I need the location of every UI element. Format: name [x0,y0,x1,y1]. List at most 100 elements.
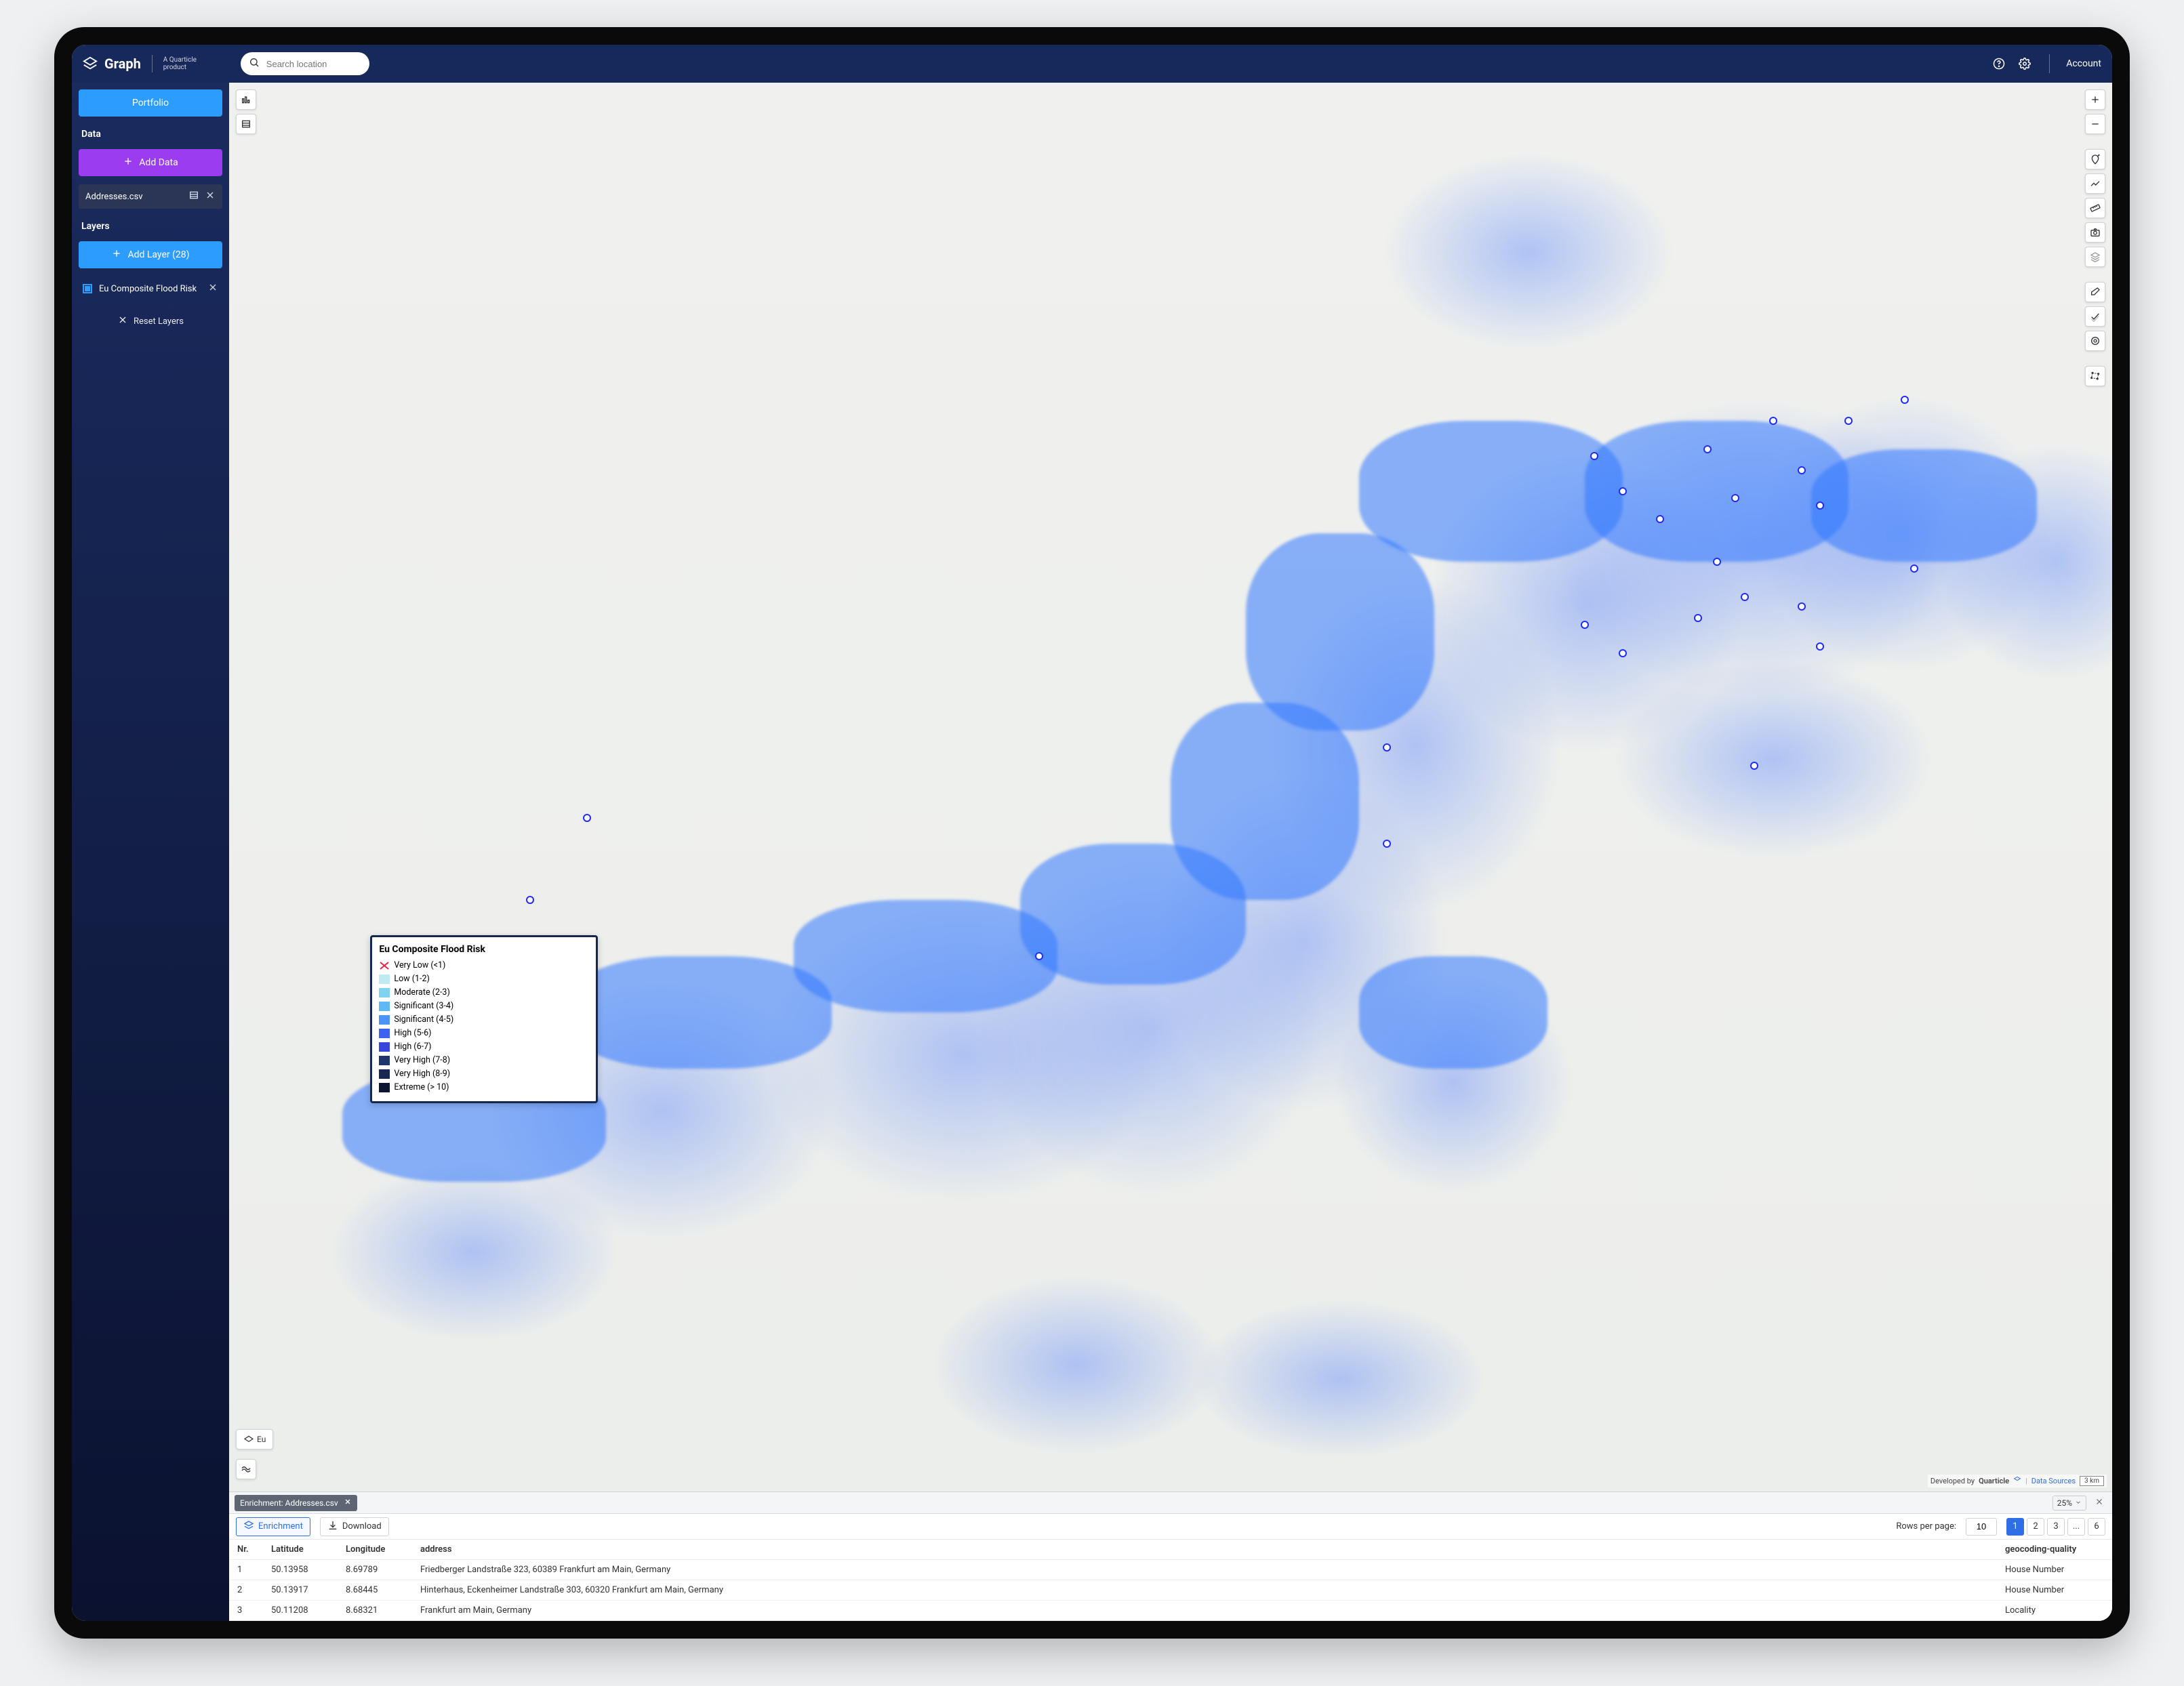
table-cell: 50.13958 [263,1560,338,1580]
data-file-chip[interactable]: Addresses.csv [79,184,222,209]
locate-button[interactable] [2085,149,2105,169]
download-button[interactable]: Download [320,1517,389,1536]
flood-overlay [1359,956,1548,1069]
layer-row[interactable]: Eu Composite Flood Risk [79,276,222,301]
layer-checkbox[interactable] [83,284,92,293]
reset-layers-button[interactable]: Reset Layers [79,309,222,333]
legend-swatch [379,1029,390,1038]
map-marker[interactable] [583,814,591,822]
map-chart-button[interactable] [236,89,256,110]
map-table-button[interactable] [236,114,256,134]
map-right-toolbar [2085,89,2105,386]
polygon-button[interactable] [2085,366,2105,386]
add-layer-label: Add Layer (28) [127,249,189,260]
rows-per-page-input[interactable] [1966,1518,1997,1536]
add-data-button[interactable]: Add Data [79,149,222,176]
map-marker[interactable] [1741,593,1749,601]
legend-swatch [379,1002,390,1011]
map-marker[interactable] [1383,840,1391,848]
add-layer-button[interactable]: Add Layer (28) [79,241,222,268]
map-marker[interactable] [1798,602,1806,611]
map-marker[interactable] [1901,396,1909,404]
map-marker[interactable] [1656,515,1664,523]
map-marker[interactable] [1816,501,1824,510]
legend-label: Moderate (2-3) [394,986,449,1000]
map-marker[interactable] [1713,558,1721,566]
table-cell: 8.69789 [338,1560,412,1580]
map-marker[interactable] [526,896,534,904]
eraser-button[interactable] [2085,282,2105,302]
map-marker[interactable] [1816,642,1824,651]
map-marker[interactable] [1769,417,1777,425]
map-layer-chip[interactable]: Eu [236,1429,273,1449]
legend-item: High (6-7) [379,1040,588,1054]
table-cell: Frankfurt am Main, Germany [412,1601,1997,1621]
map-marker[interactable] [1910,564,1918,573]
line-tool-button[interactable] [2085,173,2105,194]
zoom-in-button[interactable] [2085,89,2105,110]
plus-icon [111,248,122,262]
map-marker[interactable] [1694,614,1702,622]
close-icon[interactable] [205,190,216,203]
check-button[interactable] [2085,306,2105,327]
column-header[interactable]: Latitude [263,1540,338,1560]
map-marker[interactable] [1750,762,1758,770]
snapshot-button[interactable] [2085,222,2105,243]
table-cell: 3 [229,1601,263,1621]
flood-overlay [1548,618,2000,900]
table-row[interactable]: 250.139178.68445Hinterhaus, Eckenheimer … [229,1580,2112,1601]
page-button[interactable]: 2 [2027,1518,2044,1536]
rows-per-page-label: Rows per page: [1896,1521,1956,1531]
enrichment-button[interactable]: Enrichment [236,1517,310,1536]
zoom-out-button[interactable] [2085,114,2105,134]
table-row[interactable]: 150.139588.69789Friedberger Landstraße 3… [229,1560,2112,1580]
map-legend-toggle-button[interactable] [236,1459,256,1479]
target-button[interactable] [2085,331,2105,351]
settings-button[interactable] [2017,56,2033,72]
map-marker[interactable] [1035,952,1043,960]
close-icon[interactable] [344,1498,352,1508]
layers-button[interactable] [2085,247,2105,267]
flood-overlay [870,1238,1284,1492]
map-marker[interactable] [1731,494,1739,502]
map-marker[interactable] [1383,743,1391,752]
column-header[interactable]: address [412,1540,1997,1560]
column-header[interactable]: Longitude [338,1540,412,1560]
page-button[interactable]: ... [2067,1518,2085,1536]
search-input[interactable] [266,59,386,69]
table-icon[interactable] [188,190,199,203]
map-marker[interactable] [1619,649,1627,657]
map[interactable]: Eu [229,83,2112,1492]
map-marker[interactable] [1798,466,1806,474]
page-button[interactable]: 1 [2006,1518,2024,1536]
file-name: Addresses.csv [85,192,143,202]
data-sources-link[interactable]: Data Sources [2031,1477,2076,1485]
map-marker[interactable] [1581,621,1589,629]
page-button[interactable]: 6 [2088,1518,2105,1536]
page-button[interactable]: 3 [2047,1518,2065,1536]
panel-tab[interactable]: Enrichment: Addresses.csv [235,1495,357,1511]
panel-zoom-select[interactable]: 25% [2052,1496,2086,1510]
table-cell: 2 [229,1580,263,1601]
legend-item: Significant (4-5) [379,1013,588,1027]
search-icon [249,57,260,70]
column-header[interactable]: geocoding-quality [1997,1540,2112,1560]
help-button[interactable] [1991,56,2007,72]
map-marker[interactable] [1590,452,1598,460]
map-left-toolbar [236,89,256,134]
legend-swatch [379,1083,390,1092]
panel-close-button[interactable] [2092,1497,2107,1509]
search-field[interactable] [241,52,369,75]
close-icon[interactable] [207,282,218,295]
layers-section-label: Layers [81,221,220,232]
table-cell: House Number [1997,1560,2112,1580]
measure-button[interactable] [2085,198,2105,218]
account-link[interactable]: Account [2066,58,2101,69]
table-row[interactable]: 350.112088.68321Frankfurt am Main, Germa… [229,1601,2112,1621]
map-marker[interactable] [1844,417,1853,425]
portfolio-button[interactable]: Portfolio [79,89,222,117]
legend-item: Extreme (> 10) [379,1081,588,1094]
map-marker[interactable] [1619,487,1627,495]
map-marker[interactable] [1703,445,1712,453]
column-header[interactable]: Nr. [229,1540,263,1560]
